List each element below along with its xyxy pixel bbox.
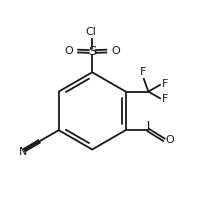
Text: N: N [18, 147, 27, 157]
Text: O: O [64, 46, 73, 56]
Text: F: F [140, 67, 146, 77]
Text: O: O [166, 135, 174, 145]
Text: F: F [162, 94, 168, 104]
Text: Cl: Cl [86, 27, 97, 37]
Text: O: O [112, 46, 120, 56]
Text: S: S [88, 45, 96, 58]
Text: F: F [162, 79, 168, 89]
